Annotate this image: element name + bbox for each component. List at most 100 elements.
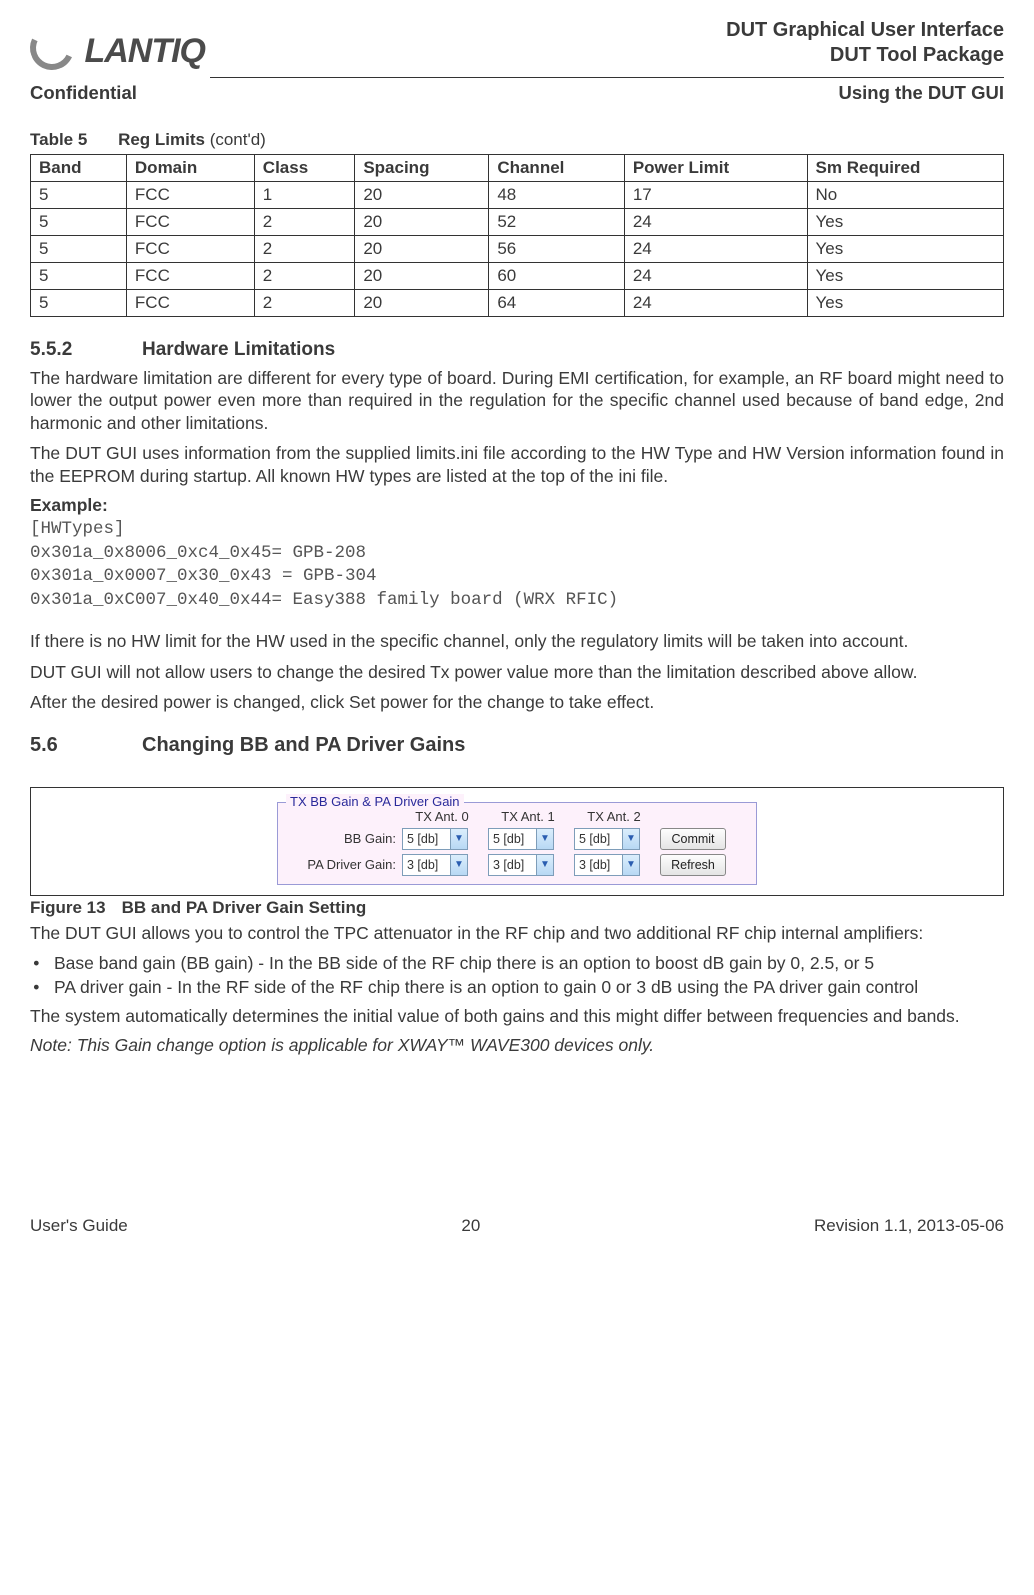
bullet-bb-gain: Base band gain (BB gain) - In the BB sid… — [54, 952, 1004, 974]
table5-cont: (cont'd) — [205, 130, 266, 149]
table-cell: 24 — [624, 290, 807, 317]
hwtypes-code: [HWTypes] 0x301a_0x8006_0xc4_0x45= GPB-2… — [30, 518, 1004, 613]
pa-gain-label: PA Driver Gain: — [286, 857, 396, 872]
sec552-p3: If there is no HW limit for the HW used … — [30, 630, 1004, 652]
confidential-label: Confidential — [30, 82, 137, 104]
table-row: 5FCC2205624Yes — [31, 236, 1004, 263]
sec552-p1: The hardware limitation are different fo… — [30, 367, 1004, 434]
section-56-title: Changing BB and PA Driver Gains — [142, 734, 465, 756]
table-row: 5FCC1204817No — [31, 182, 1004, 209]
table5-caption: Table 5 Reg Limits (cont'd) — [30, 130, 1004, 150]
sec552-p4: DUT GUI will not allow users to change t… — [30, 661, 1004, 683]
table-cell: FCC — [126, 209, 254, 236]
reg-limits-table: BandDomainClassSpacingChannelPower Limit… — [30, 154, 1004, 317]
commit-button[interactable]: Commit — [660, 828, 726, 850]
table-cell: 5 — [31, 209, 127, 236]
doc-title-1: DUT Graphical User Interface — [726, 18, 1004, 43]
table-cell: Yes — [807, 236, 1003, 263]
section-552-title: Hardware Limitations — [142, 339, 335, 360]
pa-gain-ant0-select[interactable]: 3 [db]▼ — [402, 854, 468, 876]
table-cell: 20 — [355, 209, 489, 236]
gain-panel-legend: TX BB Gain & PA Driver Gain — [286, 794, 464, 809]
sec552-p5: After the desired power is changed, clic… — [30, 691, 1004, 713]
table-row: 5FCC2206024Yes — [31, 263, 1004, 290]
table-cell: 24 — [624, 236, 807, 263]
table5-label: Table 5 — [30, 130, 87, 149]
table-cell: 24 — [624, 263, 807, 290]
bb-gain-ant1-select[interactable]: 5 [db]▼ — [488, 828, 554, 850]
table-cell: 64 — [489, 290, 625, 317]
chevron-down-icon: ▼ — [450, 855, 467, 875]
table-cell: 24 — [624, 209, 807, 236]
gain-panel: TX BB Gain & PA Driver Gain TX Ant. 0 TX… — [277, 802, 757, 885]
table-cell: 20 — [355, 263, 489, 290]
page-footer: User's Guide 20 Revision 1.1, 2013-05-06 — [30, 1216, 1004, 1236]
after-fig-p1: The DUT GUI allows you to control the TP… — [30, 922, 1004, 944]
bb-gain-label: BB Gain: — [286, 831, 396, 846]
table-cell: 20 — [355, 290, 489, 317]
gain-bullets: Base band gain (BB gain) - In the BB sid… — [30, 952, 1004, 999]
table-cell: 5 — [31, 182, 127, 209]
table-header-cell: Class — [254, 155, 355, 182]
table-cell: Yes — [807, 209, 1003, 236]
table-cell: 48 — [489, 182, 625, 209]
table-cell: 5 — [31, 290, 127, 317]
table-header-cell: Power Limit — [624, 155, 807, 182]
table5-title: Reg Limits — [118, 130, 205, 149]
col-ant0: TX Ant. 0 — [402, 809, 482, 824]
doc-title-2: DUT Tool Package — [726, 43, 1004, 68]
table-cell: 2 — [254, 290, 355, 317]
table-cell: 56 — [489, 236, 625, 263]
logo-text: LANTIQ — [78, 32, 205, 70]
section-56-heading: 5.6Changing BB and PA Driver Gains — [30, 734, 1004, 757]
footer-right: Revision 1.1, 2013-05-06 — [814, 1216, 1004, 1236]
figure13-label: Figure 13 — [30, 898, 106, 917]
table-header-cell: Band — [31, 155, 127, 182]
table-header-cell: Sm Required — [807, 155, 1003, 182]
table-cell: 1 — [254, 182, 355, 209]
table-cell: 2 — [254, 209, 355, 236]
refresh-button[interactable]: Refresh — [660, 854, 726, 876]
figure13-title: BB and PA Driver Gain Setting — [122, 898, 367, 917]
logo-swoosh-icon — [24, 20, 80, 76]
header-titles: DUT Graphical User Interface DUT Tool Pa… — [726, 18, 1004, 68]
figure13-caption: Figure 13 BB and PA Driver Gain Setting — [30, 898, 1004, 918]
table-cell: No — [807, 182, 1003, 209]
table-cell: 20 — [355, 182, 489, 209]
chevron-down-icon: ▼ — [622, 855, 639, 875]
bb-gain-ant2-select[interactable]: 5 [db]▼ — [574, 828, 640, 850]
col-ant1: TX Ant. 1 — [488, 809, 568, 824]
bb-gain-ant0-select[interactable]: 5 [db]▼ — [402, 828, 468, 850]
footer-page-number: 20 — [461, 1216, 480, 1236]
table-cell: 20 — [355, 236, 489, 263]
footer-left: User's Guide — [30, 1216, 128, 1236]
sec552-p2: The DUT GUI uses information from the su… — [30, 442, 1004, 487]
table-cell: 60 — [489, 263, 625, 290]
bullet-pa-gain: PA driver gain - In the RF side of the R… — [54, 976, 1004, 998]
chevron-down-icon: ▼ — [536, 829, 553, 849]
pa-gain-ant2-select[interactable]: 3 [db]▼ — [574, 854, 640, 876]
chevron-down-icon: ▼ — [536, 855, 553, 875]
table-cell: FCC — [126, 236, 254, 263]
chevron-down-icon: ▼ — [622, 829, 639, 849]
col-ant2: TX Ant. 2 — [574, 809, 654, 824]
pa-gain-ant1-select[interactable]: 3 [db]▼ — [488, 854, 554, 876]
section-56-num: 5.6 — [30, 734, 142, 757]
logo: LANTIQ — [30, 18, 205, 71]
table-cell: Yes — [807, 263, 1003, 290]
section-label: Using the DUT GUI — [839, 82, 1004, 104]
header-rule — [210, 77, 1004, 78]
table-cell: 52 — [489, 209, 625, 236]
table-header-cell: Domain — [126, 155, 254, 182]
table-header-cell: Channel — [489, 155, 625, 182]
after-fig-p2: The system automatically determines the … — [30, 1005, 1004, 1027]
table-cell: 5 — [31, 263, 127, 290]
table-cell: FCC — [126, 182, 254, 209]
table-cell: 5 — [31, 236, 127, 263]
table-cell: 2 — [254, 263, 355, 290]
table-header-cell: Spacing — [355, 155, 489, 182]
table-cell: FCC — [126, 263, 254, 290]
table-cell: FCC — [126, 290, 254, 317]
chevron-down-icon: ▼ — [450, 829, 467, 849]
section-552-num: 5.5.2 — [30, 339, 142, 361]
